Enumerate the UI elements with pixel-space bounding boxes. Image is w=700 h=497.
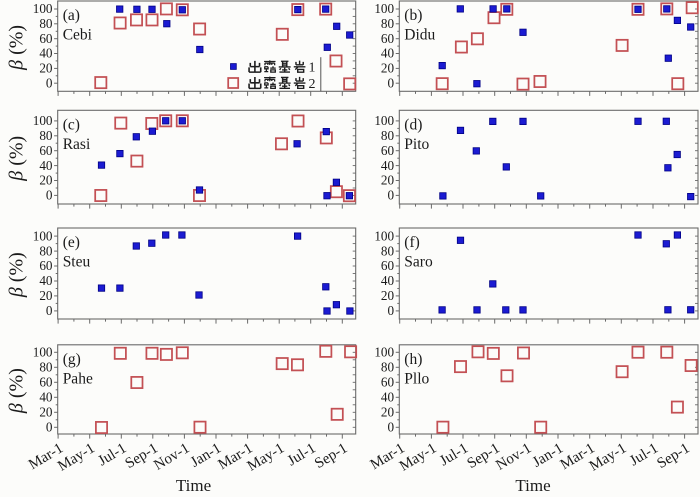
svg-text:40: 40 <box>39 273 53 288</box>
svg-text:0: 0 <box>46 188 53 203</box>
svg-text:(h): (h) <box>404 351 422 368</box>
svg-text:60: 60 <box>39 31 53 46</box>
svg-text:0: 0 <box>388 303 395 318</box>
svg-text:60: 60 <box>39 143 53 158</box>
svg-text:100: 100 <box>374 228 394 243</box>
svg-text:80: 80 <box>381 128 395 143</box>
svg-text:40: 40 <box>381 390 395 405</box>
svg-text:80: 80 <box>381 16 395 31</box>
svg-text:(b): (b) <box>404 7 422 24</box>
svg-text:0: 0 <box>46 303 53 318</box>
svg-text:60: 60 <box>39 375 53 390</box>
svg-text:Time: Time <box>515 476 550 495</box>
svg-text:80: 80 <box>39 360 53 375</box>
svg-text:(a): (a) <box>63 7 80 24</box>
svg-text:100: 100 <box>374 345 394 360</box>
svg-text:40: 40 <box>381 273 395 288</box>
svg-text:β (%): β (%) <box>6 252 28 298</box>
svg-text:20: 20 <box>381 288 395 303</box>
svg-text:100: 100 <box>33 113 53 128</box>
svg-text:40: 40 <box>381 158 395 173</box>
svg-text:40: 40 <box>39 158 53 173</box>
svg-text:0: 0 <box>388 75 395 90</box>
svg-text:40: 40 <box>39 390 53 405</box>
svg-text:Pahe: Pahe <box>63 370 93 387</box>
svg-text:Time: Time <box>176 476 211 495</box>
svg-text:60: 60 <box>39 258 53 273</box>
svg-text:Steu: Steu <box>63 254 91 271</box>
svg-text:80: 80 <box>381 243 395 258</box>
svg-text:0: 0 <box>388 420 395 435</box>
svg-text:1: 1 <box>309 61 316 76</box>
svg-text:60: 60 <box>381 375 395 390</box>
svg-text:0: 0 <box>46 75 53 90</box>
svg-text:60: 60 <box>381 143 395 158</box>
svg-text:80: 80 <box>39 16 53 31</box>
svg-text:80: 80 <box>381 360 395 375</box>
svg-text:Saro: Saro <box>404 254 433 271</box>
svg-text:Cebi: Cebi <box>63 27 93 44</box>
svg-text:80: 80 <box>39 128 53 143</box>
svg-text:Pito: Pito <box>404 136 429 153</box>
svg-text:(g): (g) <box>63 351 81 368</box>
svg-text:0: 0 <box>46 420 53 435</box>
svg-text:20: 20 <box>39 173 53 188</box>
svg-text:100: 100 <box>33 1 53 16</box>
svg-text:20: 20 <box>381 61 395 76</box>
svg-text:(c): (c) <box>63 117 80 134</box>
svg-text:2: 2 <box>309 77 316 92</box>
svg-text:β (%): β (%) <box>6 25 28 71</box>
svg-text:(e): (e) <box>63 234 80 251</box>
svg-text:β (%): β (%) <box>6 136 28 182</box>
svg-text:40: 40 <box>381 46 395 61</box>
svg-text:100: 100 <box>33 228 53 243</box>
svg-text:20: 20 <box>381 173 395 188</box>
svg-text:(f): (f) <box>404 234 420 251</box>
svg-text:Pllo: Pllo <box>404 370 429 387</box>
svg-text:(d): (d) <box>404 117 422 134</box>
svg-text:60: 60 <box>381 31 395 46</box>
svg-text:20: 20 <box>381 405 395 420</box>
svg-text:0: 0 <box>388 188 395 203</box>
svg-text:Didu: Didu <box>404 27 435 44</box>
svg-text:β (%): β (%) <box>6 368 28 414</box>
svg-text:100: 100 <box>374 1 394 16</box>
svg-text:20: 20 <box>39 61 53 76</box>
svg-text:40: 40 <box>39 46 53 61</box>
svg-text:20: 20 <box>39 405 53 420</box>
svg-text:60: 60 <box>381 258 395 273</box>
svg-text:Rasi: Rasi <box>63 136 91 153</box>
svg-text:80: 80 <box>39 243 53 258</box>
svg-text:100: 100 <box>374 113 394 128</box>
svg-text:20: 20 <box>39 288 53 303</box>
svg-text:100: 100 <box>33 345 53 360</box>
